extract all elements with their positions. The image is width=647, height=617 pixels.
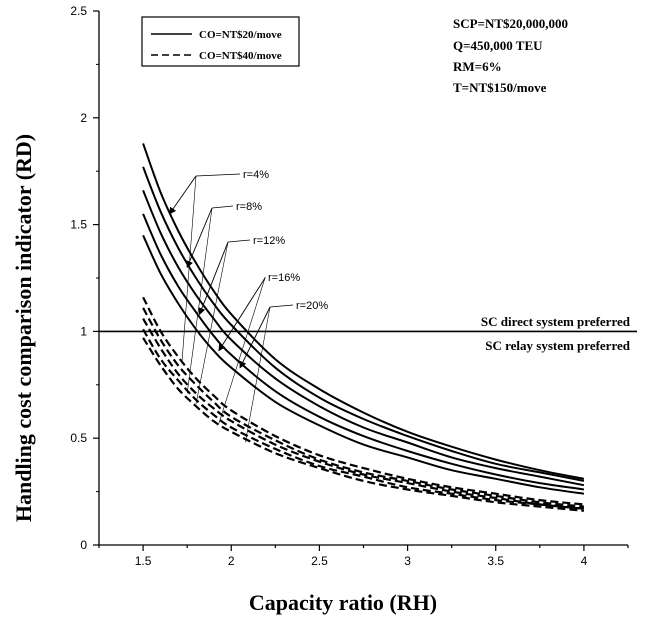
series-line-co40-16pct: [142, 328, 585, 510]
x-tick-label: 3: [404, 554, 411, 568]
series-line-co20-8pct: [142, 166, 585, 482]
r-arrow-solid: [186, 207, 213, 269]
r-arrow-solid: [198, 241, 229, 316]
r-label-connector: [269, 304, 294, 308]
region-label-relay: SC relay system preferred: [485, 338, 631, 353]
annotation-layer: r=4% r=8% r=12% r=16% r=20%: [169, 169, 328, 443]
r-label: r=16%: [268, 272, 300, 284]
x-tick-label: 3.5: [487, 554, 504, 568]
r-label: r=12%: [253, 235, 285, 247]
r-label: r=20%: [296, 300, 328, 312]
legend: CO=NT$20/move CO=NT$40/move: [141, 16, 300, 67]
series-line-co20-12pct: [142, 190, 585, 487]
series-layer: [142, 143, 585, 512]
series-line-co40-4pct: [142, 296, 585, 506]
y-tick-label: 0.5: [70, 431, 87, 445]
series-line-co20-16pct: [142, 213, 585, 491]
series-line-co40-20pct: [142, 337, 585, 512]
legend-box: [141, 16, 300, 67]
x-axis-title: Capacity ratio (RH): [249, 590, 437, 615]
parameter-rm: RM=6%: [453, 59, 502, 74]
r-leader-dashed: [245, 306, 271, 443]
legend-label-dashed: CO=NT$40/move: [199, 50, 282, 62]
series-line-co40-12pct: [142, 318, 585, 510]
x-tick-label: 4: [581, 554, 588, 568]
r-leader-dashed: [218, 277, 266, 424]
r-leader-dashed: [181, 175, 197, 364]
x-tick-label: 2: [228, 554, 235, 568]
parameter-block: SCP=NT$20,000,000 Q=450,000 TEU RM=6% T=…: [453, 16, 568, 95]
y-tick-label: 2.5: [70, 4, 87, 18]
series-line-co20-20pct: [142, 234, 585, 495]
r-arrow-solid: [169, 175, 197, 215]
r-label-connector: [211, 205, 234, 209]
axes: 0 0.5 1 1.5 2 2.5 1.5 2 2.5 3 3.5 4: [70, 4, 637, 568]
r-leader-dashed: [186, 207, 213, 394]
r-label: r=8%: [236, 201, 262, 213]
y-tick-label: 2: [80, 111, 87, 125]
r-leader-dashed: [195, 241, 229, 405]
series-line-co20-4pct: [142, 143, 585, 480]
r-label: r=4%: [243, 169, 269, 181]
x-tick-label: 1.5: [135, 554, 152, 568]
parameter-t: T=NT$150/move: [453, 80, 547, 95]
region-label-direct: SC direct system preferred: [481, 314, 631, 329]
r-label-connector: [227, 239, 251, 243]
x-tick-label: 2.5: [311, 554, 328, 568]
r-arrow-solid: [218, 277, 266, 352]
y-tick-label: 0: [80, 538, 87, 552]
r-arrow-solid: [239, 306, 271, 369]
y-axis-title: Handling cost comparison indicator (RD): [11, 134, 36, 522]
r-label-connector: [195, 173, 241, 177]
parameter-scp: SCP=NT$20,000,000: [453, 16, 568, 31]
y-tick-label: 1.5: [70, 218, 87, 232]
y-tick-label: 1: [80, 324, 87, 338]
parameter-q: Q=450,000 TEU: [453, 38, 543, 53]
legend-label-solid: CO=NT$20/move: [199, 29, 282, 41]
